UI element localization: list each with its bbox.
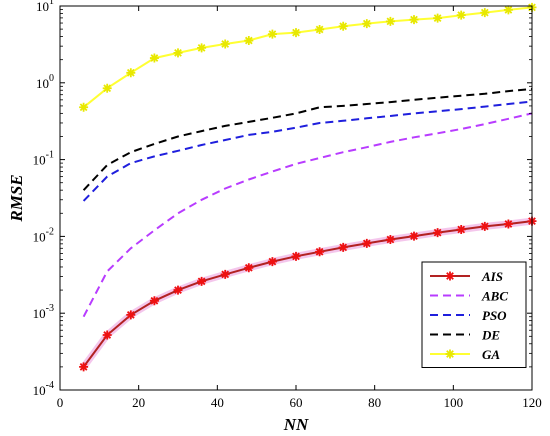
series-ga-point [79,102,89,112]
axes-layer: 0 20 40 60 80 100 120 10-4 10-3 10-2 10-1 100 101 [33,0,542,410]
series-ga-point [315,24,325,34]
series-ga-point [267,29,277,39]
x-tick-label: 120 [522,395,542,410]
series-abc [82,112,533,318]
y-tick-label: 100 [36,73,54,91]
legend-label-ga: GA [482,347,500,362]
x-tick-label: 100 [444,395,464,410]
x-tick-label: 40 [211,395,224,410]
series-ais-point [220,269,230,279]
series-ais-point [480,221,490,231]
series-pso-line [82,100,533,202]
legend-label-pso: PSO [482,308,507,323]
series-ais-point [315,247,325,257]
series-ais-point [291,251,301,261]
x-tick-label: 20 [132,395,145,410]
series-ga-point [338,21,348,31]
series-ga-point [291,28,301,38]
series-ga-point [409,15,419,25]
series-ais-point [385,235,395,245]
series-de-line [82,88,533,191]
series-ais-point [433,228,443,238]
series-ga-point [197,43,207,53]
series-ga-point [433,13,443,23]
legend-entry-ga: GA [430,347,500,362]
legend-box [421,261,527,368]
legend-entry-abc: ABC [430,289,508,304]
series-layer [79,2,537,372]
y-tick-label: 10-2 [33,226,54,244]
series-ais-point [79,362,89,372]
series-ais-point [338,242,348,252]
legend-label-de: DE [481,328,500,343]
series-ais-point [197,276,207,286]
y-tick-label: 10-1 [33,150,54,168]
series-ga-point [385,16,395,26]
series-ais-point [362,238,372,248]
series-ais [79,216,537,372]
legend-entry-pso: PSO [430,308,507,323]
series-ga-point [244,36,254,46]
series-ga-point [149,53,159,63]
legend-label-ais: AIS [481,269,503,284]
series-ais-point [409,231,419,241]
y-tick-label: 10-4 [33,380,54,398]
series-ais-point [456,224,466,234]
legend-entry-de: DE [430,328,500,343]
series-ais-point [503,219,513,229]
series-ga-point [503,5,513,15]
y-tick-label: 10-3 [33,303,54,321]
y-tick-label: 101 [36,0,54,14]
series-ais-point [267,257,277,267]
series-ga-point [126,68,136,78]
series-abc-line [82,112,533,318]
series-ga-point [480,8,490,18]
legend-entry-ais: AIS [430,269,503,284]
legend-marker-ga [445,349,455,359]
series-ais-point [149,296,159,306]
series-ga-point [102,83,112,93]
y-axis-title: RMSE [7,174,26,222]
series-ga-point [220,39,230,49]
x-tick-label: 60 [290,395,303,410]
series-ga-point [362,19,372,29]
x-tick-label: 0 [57,395,64,410]
x-axis-title: NN [283,415,309,434]
legend-label-abc: ABC [481,289,508,304]
x-tick-label: 80 [368,395,381,410]
series-ais-point [244,263,254,273]
series-ais-point [173,285,183,295]
series-ais-point [102,330,112,340]
legend: AIS ABC PSO DE GA [421,261,527,368]
series-ga-point [173,48,183,58]
series-ga-point [456,10,466,20]
series-de [82,88,533,191]
legend-marker-ais [445,271,455,281]
series-pso [82,100,533,202]
series-ais-point [126,310,136,320]
